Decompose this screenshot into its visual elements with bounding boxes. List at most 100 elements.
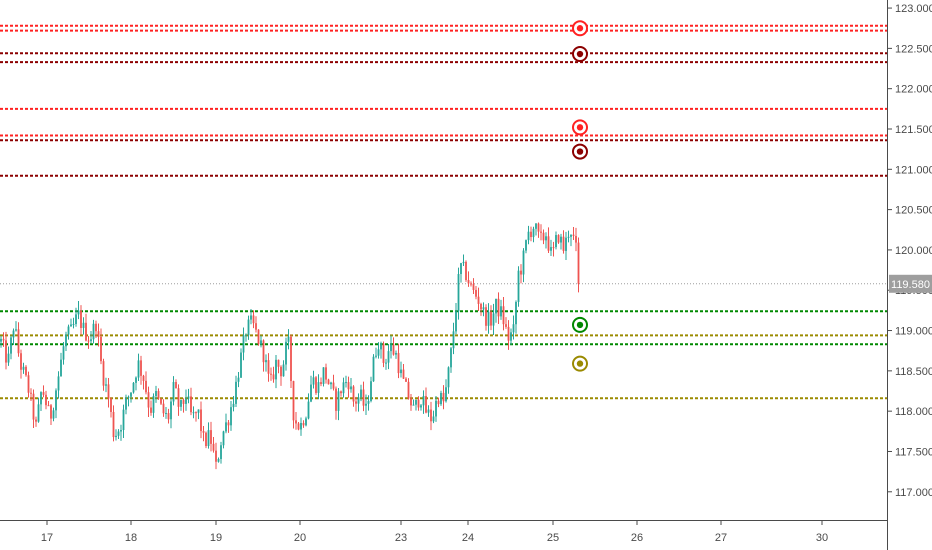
- candle-body: [492, 313, 495, 326]
- candle-body: [42, 392, 45, 395]
- candle: [282, 360, 285, 377]
- candle-body: [225, 422, 227, 432]
- candle-body: [420, 405, 422, 408]
- candle-body: [417, 399, 420, 408]
- candle: [287, 329, 290, 350]
- candle: [190, 387, 192, 416]
- candle-body: [427, 409, 430, 413]
- candle: [312, 370, 315, 389]
- candle-body: [155, 391, 157, 397]
- candle-body: [575, 235, 577, 243]
- candle-body: [447, 367, 450, 388]
- candle: [112, 405, 115, 442]
- candle: [285, 337, 287, 371]
- candle-body: [495, 298, 497, 314]
- candle-body: [152, 396, 155, 413]
- candle: [235, 375, 237, 407]
- candle-body: [55, 390, 57, 411]
- candle: [435, 396, 437, 422]
- candle: [402, 363, 405, 380]
- x-tick-label: 17: [41, 532, 53, 544]
- y-tick-label: 117.000: [895, 487, 932, 499]
- candle: [470, 281, 472, 287]
- candle-body: [12, 330, 15, 338]
- candle: [40, 391, 42, 412]
- candle: [222, 430, 225, 449]
- candle-body: [17, 329, 20, 354]
- candle: [105, 377, 107, 393]
- candle-body: [392, 344, 395, 355]
- candle: [562, 230, 565, 254]
- candle-body: [540, 231, 542, 233]
- candle: [150, 400, 152, 416]
- candle: [100, 328, 102, 365]
- candle-body: [267, 360, 270, 374]
- candle: [387, 343, 390, 370]
- level-marker[interactable]: [572, 355, 588, 372]
- marker-dot: [576, 148, 584, 155]
- level-marker[interactable]: [572, 119, 588, 136]
- candle-body: [127, 396, 130, 398]
- candle: [197, 409, 200, 420]
- candle-body: [102, 361, 105, 386]
- candle-body: [80, 310, 82, 328]
- candle: [195, 411, 197, 422]
- candle: [380, 341, 382, 359]
- candle: [225, 413, 227, 434]
- candle-body: [52, 410, 55, 419]
- candle-body: [117, 431, 120, 436]
- candle-body: [5, 340, 7, 363]
- candle: [330, 381, 332, 390]
- candle-body: [85, 322, 87, 341]
- x-tick-label: 27: [715, 532, 727, 544]
- candle-body: [20, 353, 22, 370]
- candle-body: [475, 289, 477, 297]
- candle-body: [500, 306, 502, 317]
- x-tick-label: 19: [210, 532, 222, 544]
- candle: [522, 248, 525, 283]
- candle-body: [345, 382, 347, 384]
- candle: [200, 401, 202, 439]
- candle-body: [537, 223, 540, 232]
- candle-body: [320, 382, 322, 384]
- candle-body: [477, 296, 480, 304]
- candle: [2, 332, 5, 347]
- candle: [152, 393, 155, 418]
- candle: [252, 310, 255, 329]
- candle-body: [82, 322, 85, 328]
- candle: [35, 416, 37, 427]
- candle: [510, 328, 512, 345]
- level-marker[interactable]: [572, 143, 588, 160]
- candle: [460, 262, 462, 283]
- candle-body: [230, 407, 232, 426]
- price-badge-bg: [889, 274, 932, 293]
- candle-body: [115, 435, 117, 438]
- candle-body: [240, 352, 242, 378]
- candle: [362, 381, 365, 412]
- candle-body: [382, 343, 385, 363]
- candle-body: [325, 367, 327, 380]
- candle: [292, 380, 295, 429]
- level-marker[interactable]: [572, 46, 588, 63]
- candle-body: [237, 377, 240, 382]
- candle: [162, 399, 165, 417]
- candle-body: [142, 375, 145, 381]
- level-marker[interactable]: [572, 20, 588, 37]
- candle: [550, 239, 552, 256]
- candle: [155, 385, 157, 403]
- candle: [237, 371, 240, 388]
- candle-body: [337, 391, 340, 411]
- candle-body: [165, 413, 167, 415]
- candle: [140, 355, 142, 385]
- candle: [180, 399, 182, 411]
- candle: [500, 299, 502, 320]
- candle-body: [340, 391, 342, 394]
- candle: [382, 341, 385, 368]
- candle: [367, 395, 370, 411]
- level-marker[interactable]: [572, 316, 588, 333]
- candle: [45, 390, 47, 410]
- candle-body: [462, 261, 465, 264]
- candle: [122, 404, 125, 439]
- candle-body: [167, 413, 170, 420]
